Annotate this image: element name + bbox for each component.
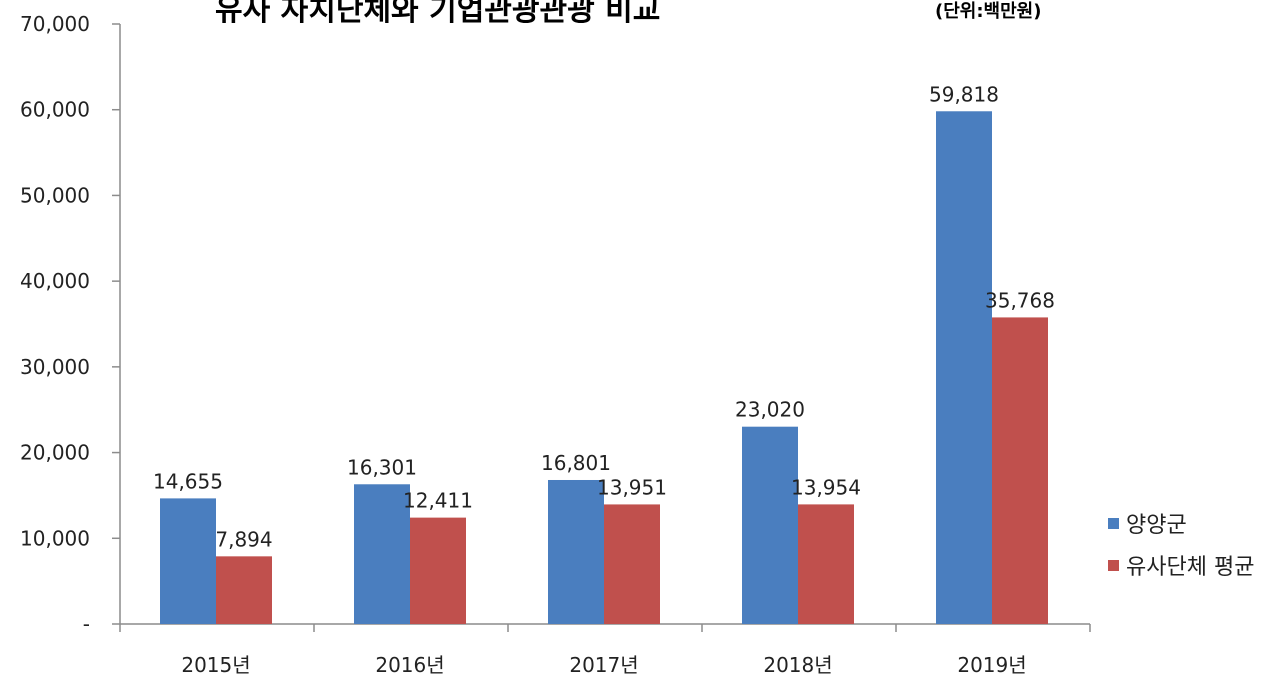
bar-similar-avg (604, 504, 660, 624)
y-tick-label: 50,000 (20, 183, 90, 207)
data-label: 23,020 (735, 398, 805, 422)
legend-label: 양양군 (1126, 513, 1187, 538)
bar-yangyang (160, 498, 216, 624)
bar-similar-avg (216, 556, 272, 624)
x-tick-label: 2019년 (957, 653, 1026, 677)
bar-similar-avg (992, 317, 1048, 624)
x-tick-label: 2015년 (181, 653, 250, 677)
y-tick-label: 20,000 (20, 441, 90, 465)
bar-similar-avg (798, 504, 854, 624)
y-tick-label: 30,000 (20, 355, 90, 379)
bar-similar-avg (410, 517, 466, 624)
data-label: 16,301 (347, 455, 417, 479)
data-label: 35,768 (985, 288, 1055, 312)
legend-label: 유사단체 평균 (1126, 555, 1254, 580)
y-axis: - 10,000 20,000 30,000 40,000 50,000 60,000 70,… (20, 12, 121, 636)
data-labels-group: 14,655 16,301 16,801 23,020 59,818 7,894 12,41… (153, 82, 1055, 551)
x-tick-label: 2017년 (569, 653, 638, 677)
chart-title: 유사 자치단체와 기업관광관광 비교 (215, 0, 660, 28)
data-label: 14,655 (153, 469, 223, 493)
data-label: 16,801 (541, 451, 611, 475)
y-tick-label: - (83, 612, 90, 636)
y-tick-label: 70,000 (20, 12, 90, 36)
data-label: 13,954 (791, 475, 861, 499)
y-tick-label: 10,000 (20, 526, 90, 550)
legend-swatch (1108, 518, 1119, 529)
data-label: 13,951 (597, 475, 667, 499)
x-tick-label: 2018년 (763, 653, 832, 677)
bar-yangyang (548, 479, 604, 624)
y-tick-label: 60,000 (20, 98, 90, 122)
data-label: 59,818 (929, 82, 999, 106)
bar-yangyang (936, 111, 992, 624)
data-label: 7,894 (215, 527, 272, 551)
data-label: 12,411 (403, 489, 473, 513)
x-tick-label: 2016년 (375, 653, 444, 677)
y-tick-label: 40,000 (20, 269, 90, 293)
x-axis: 2015년 2016년 2017년 2018년 2019년 (119, 623, 1091, 677)
bar-yangyang (354, 484, 410, 624)
legend-swatch (1108, 560, 1119, 571)
chart-subtitle: (단위:백만원) (935, 1, 1041, 22)
bars-group (160, 111, 1048, 624)
bar-yangyang (742, 426, 798, 624)
